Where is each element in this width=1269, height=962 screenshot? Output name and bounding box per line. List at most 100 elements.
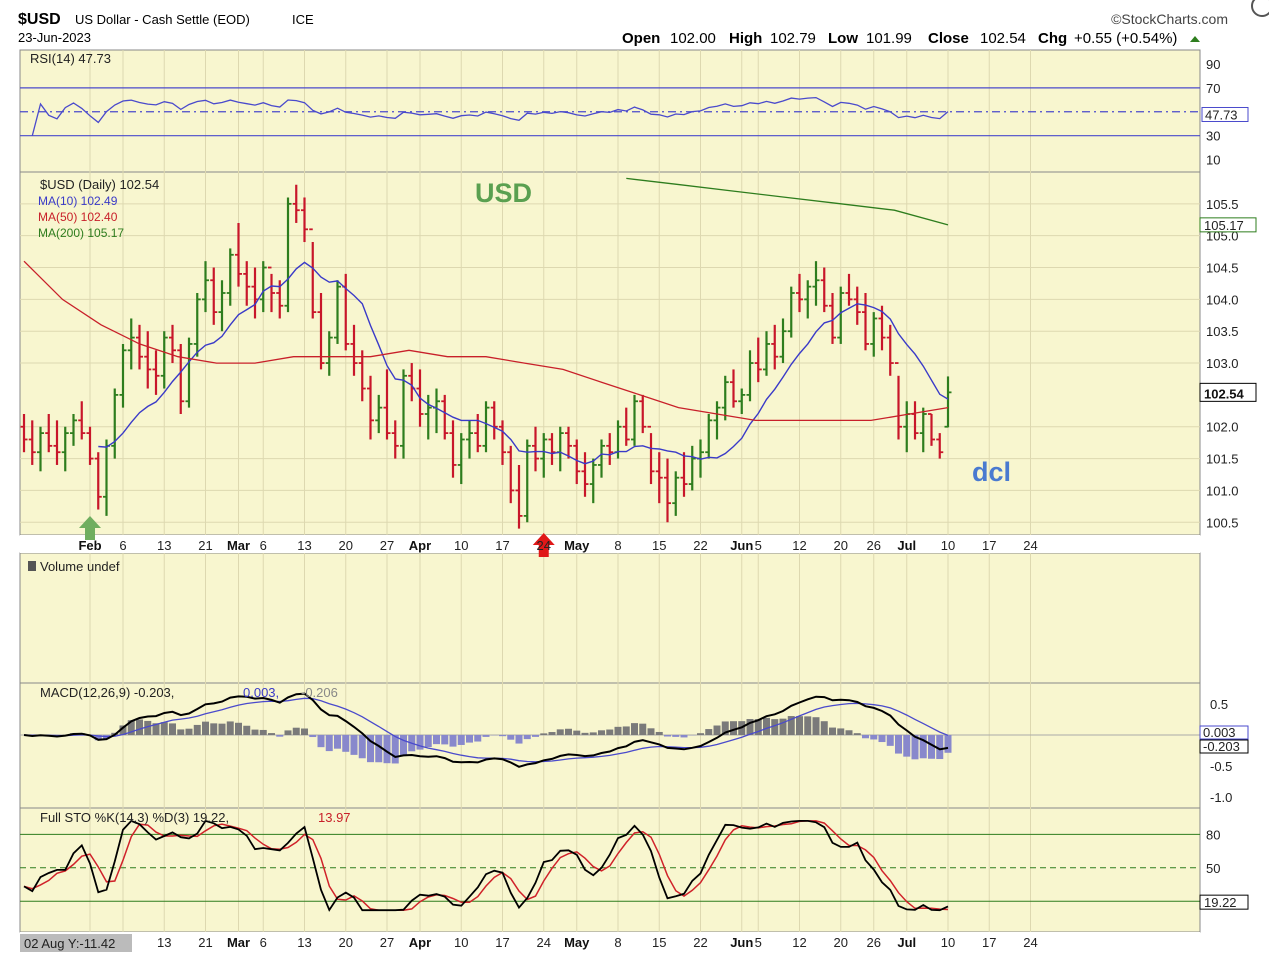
x-tick-top-24: 17 — [982, 538, 996, 553]
macd-histogram-bar — [672, 735, 679, 737]
macd-histogram-bar — [450, 735, 457, 747]
macd-histogram-bar — [887, 735, 894, 746]
x-tick-top-9: Apr — [409, 538, 431, 553]
x-tick-bottom-2: 13 — [157, 935, 171, 950]
macd-histogram-bar — [623, 726, 630, 735]
macd-histogram-bar — [631, 723, 638, 735]
usd-annotation: USD — [475, 178, 532, 208]
rsi-tick-90: 90 — [1206, 57, 1220, 72]
macd-histogram-bar — [829, 728, 836, 735]
volume-panel — [28, 561, 36, 571]
sto-tick-50: 50 — [1206, 861, 1220, 876]
dcl-annotation: dcl — [972, 457, 1011, 487]
macd-histogram-bar — [301, 729, 308, 735]
macd-value-label: -0.203 — [1203, 739, 1240, 754]
close-label: Close — [928, 30, 969, 47]
macd-histogram-bar — [837, 728, 844, 735]
x-tick-top-6: 13 — [297, 538, 311, 553]
macd-histogram-bar — [309, 735, 316, 737]
price-tick-100.5: 100.5 — [1206, 515, 1239, 530]
price-tick-103.0: 103.0 — [1206, 356, 1239, 371]
macd-histogram-bar — [268, 733, 275, 735]
macd-histogram-bar — [664, 735, 671, 736]
ma200-value-label: 105.17 — [1204, 218, 1244, 233]
macd-histogram-bar — [235, 723, 242, 735]
macd-histogram-bar — [796, 716, 803, 735]
macd-histogram-bar — [243, 726, 250, 735]
macd-tick-0.5: 0.5 — [1210, 697, 1228, 712]
price-tick-104.0: 104.0 — [1206, 292, 1239, 307]
macd-histogram-bar — [681, 735, 688, 737]
x-tick-bottom-24: 17 — [982, 935, 996, 950]
macd-histogram-bar — [417, 735, 424, 750]
x-tick-bottom-10: 10 — [454, 935, 468, 950]
x-tick-top-8: 27 — [380, 538, 394, 553]
x-tick-top-12: 24 — [537, 538, 551, 553]
x-tick-bottom-17: Jun — [730, 935, 753, 950]
x-tick-top-22: Jul — [897, 538, 916, 553]
macd-histogram-bar — [582, 733, 589, 735]
brand-logo-text: ©StockCharts.com — [1111, 11, 1228, 27]
macd-histogram-bar — [846, 730, 853, 735]
macd-histogram-bar — [549, 732, 556, 735]
rsi-tick-70: 70 — [1206, 81, 1220, 96]
macd-signal-label: 0.003 — [1203, 725, 1236, 740]
x-tick-top-15: 15 — [652, 538, 666, 553]
rsi-value-label: 47.73 — [1205, 107, 1238, 122]
ma200-legend: MA(200) 105.17 — [38, 226, 124, 240]
x-tick-top-4: Mar — [227, 538, 250, 553]
x-tick-bottom-23: 10 — [941, 935, 955, 950]
symbol-title: $USD — [18, 11, 61, 28]
x-tick-top-2: 13 — [157, 538, 171, 553]
x-tick-top-16: 22 — [693, 538, 707, 553]
macd-histogram-bar — [499, 735, 506, 736]
chart-date: 23-Jun-2023 — [18, 30, 91, 45]
macd-histogram-bar — [540, 733, 547, 735]
macd-histogram-bar — [285, 730, 292, 735]
ma10-legend: MA(10) 102.49 — [38, 194, 118, 208]
macd-histogram-bar — [565, 729, 572, 735]
rsi-tick-30: 30 — [1206, 129, 1220, 144]
macd-histogram-bar — [392, 735, 399, 763]
volume-icon — [28, 561, 36, 571]
panel-bg-rsi — [20, 50, 1200, 172]
sto-legend-a: Full STO %K(14,3) %D(3) 19.22, — [40, 810, 229, 825]
price-tick-101.0: 101.0 — [1206, 483, 1239, 498]
x-tick-bottom-5: 6 — [260, 935, 267, 950]
close-icon[interactable] — [1252, 0, 1269, 16]
price-tick-103.5: 103.5 — [1206, 324, 1239, 339]
x-tick-top-1: 6 — [119, 538, 126, 553]
macd-legend-a: MACD(12,26,9) -0.203, — [40, 685, 174, 700]
last-price-label: 102.54 — [1204, 386, 1245, 401]
macd-histogram-bar — [870, 735, 877, 739]
macd-histogram-bar — [573, 731, 580, 735]
chg-label: Chg — [1038, 30, 1067, 47]
panel-bg-macd — [20, 683, 1200, 808]
x-tick-top-17: Jun — [730, 538, 753, 553]
macd-histogram-bar — [293, 728, 300, 735]
macd-histogram-bar — [763, 718, 770, 735]
x-tick-bottom-3: 21 — [198, 935, 212, 950]
macd-histogram-bar — [656, 732, 663, 735]
rsi-legend: RSI(14) 47.73 — [30, 51, 111, 66]
price-tick-102.0: 102.0 — [1206, 420, 1239, 435]
x-tick-top-7: 20 — [339, 538, 353, 553]
open-value: 102.00 — [670, 30, 716, 47]
macd-histogram-bar — [219, 724, 226, 735]
x-tick-bottom-18: 5 — [755, 935, 762, 950]
chg-value: +0.55 (+0.54%) — [1074, 30, 1177, 47]
macd-histogram-bar — [854, 733, 861, 735]
rsi-tick-10: 10 — [1206, 153, 1220, 168]
macd-histogram-bar — [177, 729, 184, 735]
x-tick-top-19: 12 — [792, 538, 806, 553]
high-label: High — [729, 30, 762, 47]
x-tick-bottom-15: 15 — [652, 935, 666, 950]
macd-histogram-bar — [194, 725, 201, 735]
macd-histogram-bar — [879, 735, 886, 742]
ohlc-summary: Open 102.00 High 102.79 Low 101.99 Close… — [622, 30, 1200, 47]
high-value: 102.79 — [770, 30, 816, 47]
panel-bg-vol — [20, 553, 1200, 683]
macd-histogram-bar — [714, 726, 721, 735]
